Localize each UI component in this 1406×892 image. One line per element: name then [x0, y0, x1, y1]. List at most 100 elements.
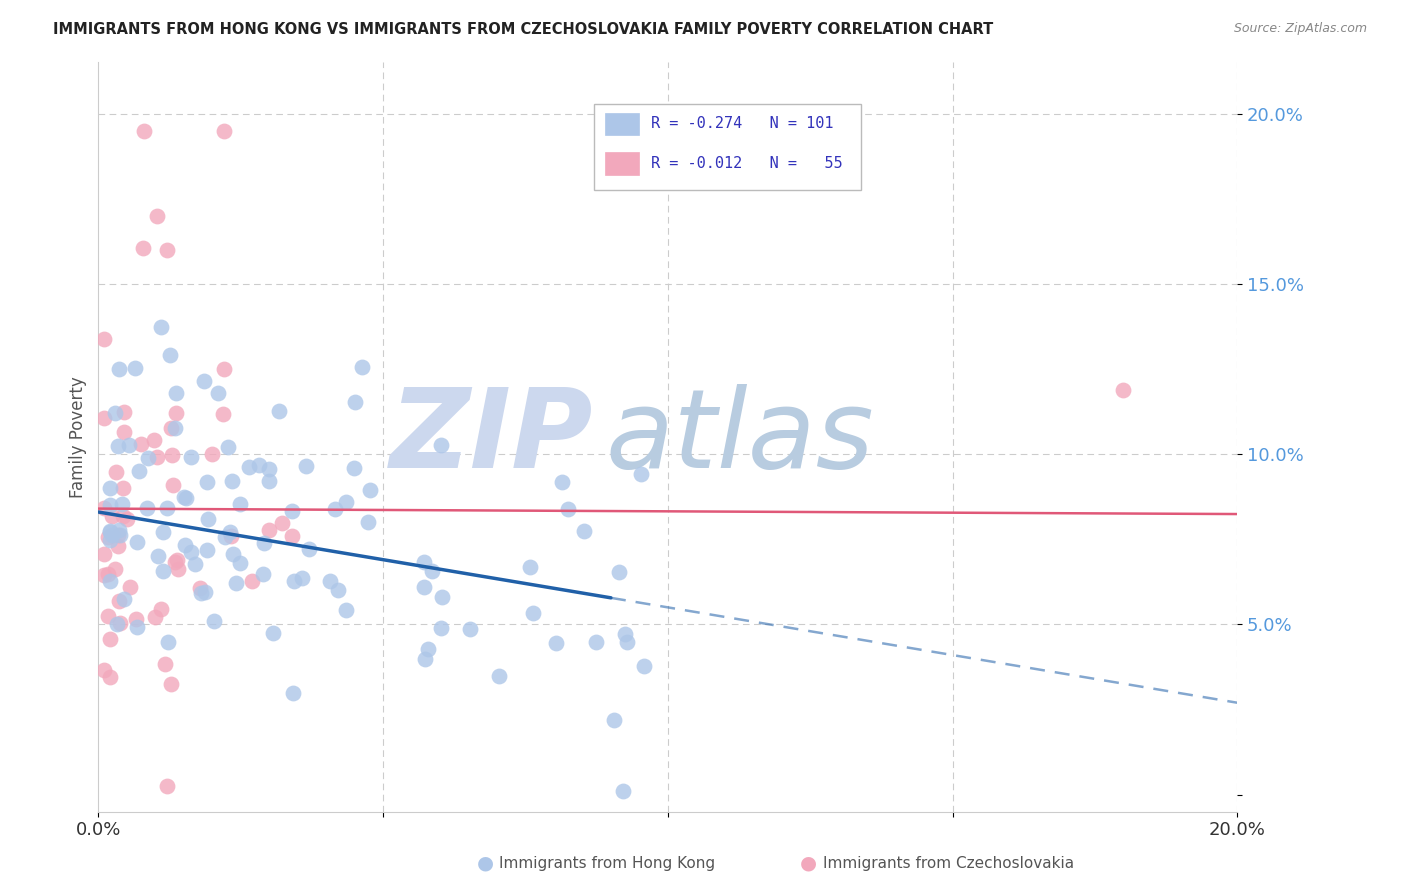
Point: [107, 539, 129, 553]
Point: [429, 438, 451, 452]
Text: Source: ZipAtlas.com: Source: ZipAtlas.com: [1233, 22, 1367, 36]
Point: [195, 542, 218, 557]
Point: [350, 360, 373, 375]
Point: [145, 209, 167, 223]
Point: [295, 459, 318, 474]
Point: [93, 663, 115, 677]
Point: [219, 529, 242, 543]
Text: ZIP: ZIP: [391, 384, 593, 491]
Point: [93, 332, 115, 346]
Point: [257, 462, 280, 476]
Point: [98, 574, 121, 589]
FancyBboxPatch shape: [605, 112, 640, 135]
Point: [225, 575, 247, 590]
Point: [98, 524, 121, 538]
Point: [93, 411, 115, 425]
Point: [430, 621, 453, 635]
Point: [152, 564, 174, 578]
Point: [557, 502, 579, 516]
Point: [173, 538, 195, 552]
Point: [97, 567, 120, 582]
Point: [247, 458, 270, 472]
Point: [298, 541, 321, 556]
Point: [267, 404, 290, 418]
Y-axis label: Family Poverty: Family Poverty: [69, 376, 87, 498]
Point: [108, 361, 131, 376]
Point: [219, 524, 242, 539]
Point: [1112, 383, 1135, 397]
Point: [156, 500, 179, 515]
Point: [318, 574, 340, 588]
Point: [150, 319, 173, 334]
Point: [551, 475, 574, 489]
Point: [167, 562, 190, 576]
Point: [416, 642, 439, 657]
Point: [412, 555, 434, 569]
Point: [111, 481, 134, 495]
Point: [519, 560, 541, 574]
Point: [212, 407, 235, 421]
Point: [612, 784, 634, 798]
Point: [146, 549, 169, 563]
Point: [156, 243, 179, 257]
Point: [142, 434, 165, 448]
Point: [193, 374, 215, 388]
Point: [107, 524, 129, 538]
Point: [117, 512, 139, 526]
Point: [118, 580, 141, 594]
Point: [572, 524, 595, 538]
Point: [271, 516, 294, 530]
Point: [112, 509, 135, 524]
Point: [212, 123, 235, 137]
Point: [166, 552, 188, 566]
Point: [159, 348, 181, 362]
FancyBboxPatch shape: [605, 153, 640, 175]
Point: [193, 584, 215, 599]
Point: [125, 612, 148, 626]
Point: [201, 447, 224, 461]
Text: R = -0.274   N = 101: R = -0.274 N = 101: [651, 116, 834, 131]
Point: [108, 594, 131, 608]
Point: [544, 636, 567, 650]
Point: [221, 475, 243, 489]
Point: [129, 437, 152, 451]
Point: [257, 474, 280, 488]
Point: [105, 465, 128, 479]
Point: [160, 448, 183, 462]
Text: R = -0.012   N =   55: R = -0.012 N = 55: [651, 156, 842, 171]
Point: [153, 657, 176, 671]
Point: [217, 440, 239, 454]
Point: [98, 670, 121, 684]
Point: [180, 450, 202, 464]
Point: [93, 500, 115, 515]
Point: [335, 603, 357, 617]
Point: [359, 483, 381, 498]
Point: [112, 425, 135, 439]
Point: [430, 591, 453, 605]
Point: [156, 635, 179, 649]
Point: [101, 528, 124, 542]
Point: [357, 515, 380, 529]
Point: [98, 533, 121, 548]
Point: [238, 460, 260, 475]
Point: [283, 574, 305, 588]
Point: [132, 123, 155, 137]
Point: [328, 582, 350, 597]
Point: [108, 528, 131, 542]
Point: [97, 529, 120, 543]
Point: [152, 524, 174, 539]
Point: [156, 780, 179, 794]
Point: [165, 406, 187, 420]
Point: [145, 450, 167, 464]
Point: [252, 566, 274, 581]
Point: [93, 568, 115, 582]
Point: [98, 482, 121, 496]
Text: Immigrants from Hong Kong: Immigrants from Hong Kong: [499, 856, 716, 871]
Point: [412, 581, 434, 595]
Point: [128, 464, 150, 478]
Point: [110, 616, 132, 631]
Point: [160, 421, 183, 435]
Point: [214, 530, 236, 544]
Point: [207, 386, 229, 401]
Point: [633, 658, 655, 673]
